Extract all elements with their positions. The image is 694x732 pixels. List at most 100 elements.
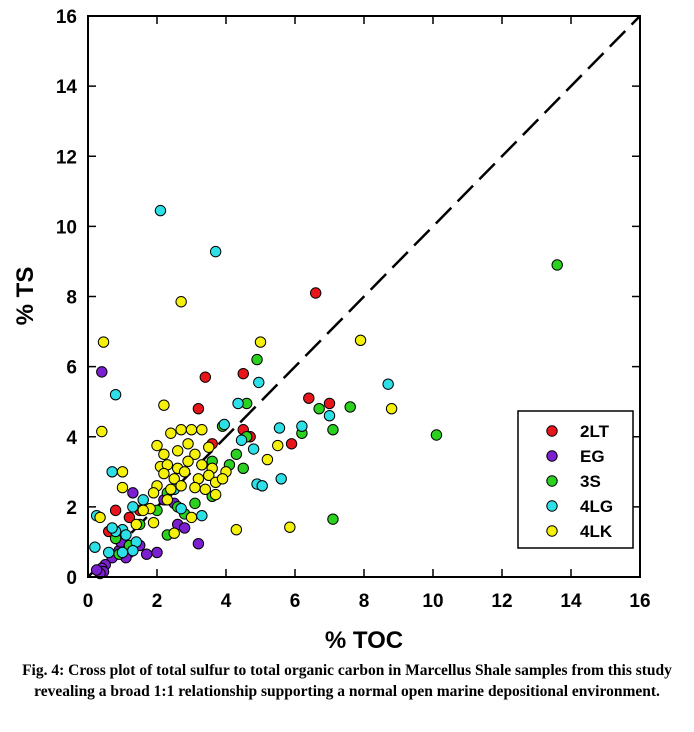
legend-item: 3S [546, 472, 601, 491]
data-point-4lk [147, 516, 160, 529]
data-point-eg [90, 564, 103, 576]
data-point-4lg [218, 418, 230, 431]
x-tick-label: 12 [491, 591, 512, 612]
data-point-2lt [199, 371, 212, 383]
x-axis-ticks: 0 2 4 6 8 10 12 14 16 [83, 16, 651, 612]
data-point-3s [327, 513, 339, 525]
data-point-4lk [230, 523, 243, 536]
data-point-4lg [116, 546, 129, 559]
scatter-chart: 0 2 4 6 8 10 12 14 16 0 2 4 6 8 10 12 14 16 % TOC % TS 2… [12, 7, 651, 654]
data-point-4lg [209, 245, 222, 258]
data-points [89, 204, 563, 580]
data-point-4lg [127, 501, 139, 513]
legend-label: 2LT [580, 422, 610, 441]
y-tick-label: 4 [66, 428, 77, 449]
data-point-4lk [284, 521, 296, 533]
data-point-4lg [235, 434, 248, 446]
x-tick-label: 10 [422, 591, 443, 612]
data-point-4lk [254, 336, 267, 348]
data-point-2lt [237, 367, 249, 380]
x-tick-label: 2 [152, 591, 163, 612]
legend-marker [546, 475, 558, 487]
series-4lk [94, 296, 398, 539]
x-tick-label: 6 [290, 591, 301, 612]
data-point-4lk [97, 336, 110, 348]
legend-label: 4LG [580, 497, 613, 516]
data-point-4lg [127, 545, 139, 557]
y-tick-label: 2 [66, 498, 77, 519]
data-point-2lt [109, 504, 122, 517]
y-tick-label: 8 [66, 288, 77, 309]
data-point-3s [189, 497, 201, 510]
y-axis-label: % TS [12, 267, 39, 326]
data-point-4lk [216, 473, 229, 485]
data-point-4lg [89, 541, 101, 553]
data-point-4lk [189, 481, 201, 494]
data-point-eg [178, 522, 191, 534]
x-tick-label: 4 [221, 591, 232, 612]
data-point-3s [551, 259, 563, 271]
y-tick-label: 16 [56, 7, 77, 28]
data-point-4lk [158, 399, 170, 411]
legend-label: 4LK [580, 522, 613, 541]
x-tick-label: 8 [359, 591, 370, 612]
data-point-eg [96, 366, 108, 378]
y-tick-label: 6 [66, 358, 77, 379]
data-point-eg [127, 487, 139, 499]
data-point-2lt [323, 397, 336, 410]
data-point-4lk [182, 438, 194, 450]
data-point-3s [344, 401, 356, 413]
data-point-4lk [203, 441, 215, 453]
data-point-4lk [168, 473, 180, 485]
data-point-4lk [209, 488, 222, 501]
data-point-4lg [137, 494, 149, 506]
data-point-2lt [123, 511, 136, 524]
data-point-4lk [182, 455, 194, 467]
data-point-4lg [382, 378, 394, 390]
legend: 2LT EG 3S 4LG 4LK [517, 410, 634, 549]
data-point-eg [192, 537, 205, 550]
legend-label: EG [580, 447, 605, 466]
data-point-4lg [296, 420, 308, 432]
data-point-4lk [116, 481, 129, 494]
data-point-4lk [272, 439, 284, 452]
data-point-4lg [256, 480, 268, 492]
data-point-4lg [175, 502, 187, 515]
data-point-4lk [168, 527, 180, 539]
data-point-4lg [253, 376, 265, 389]
data-point-4lg [106, 466, 118, 478]
y-tick-label: 0 [66, 568, 77, 589]
data-point-4lk [130, 518, 143, 531]
data-point-4lk [199, 483, 212, 496]
data-point-4lk [137, 504, 149, 517]
y-tick-label: 12 [56, 147, 77, 168]
data-point-4lk [175, 296, 187, 308]
data-point-4lk [203, 469, 215, 482]
series-2lt [103, 287, 336, 538]
data-point-4lg [196, 509, 208, 522]
data-point-2lt [310, 287, 322, 299]
data-point-3s [251, 353, 263, 366]
data-point-4lk [161, 494, 174, 506]
data-point-4lk [185, 424, 198, 436]
data-point-2lt [192, 403, 205, 415]
data-point-4lk [94, 511, 106, 524]
y-tick-label: 10 [56, 217, 77, 238]
x-tick-label: 0 [83, 591, 94, 612]
legend-item: 4LG [546, 497, 613, 516]
series-4lg [89, 204, 394, 559]
data-point-4lk [158, 448, 170, 460]
x-axis-label: % TOC [325, 627, 403, 654]
data-point-4lg [106, 522, 118, 534]
data-point-3s [430, 429, 443, 441]
data-point-4lk [178, 466, 191, 478]
data-point-eg [151, 546, 163, 559]
data-point-4lk [175, 480, 187, 492]
data-point-eg [140, 548, 153, 560]
figure-caption: Fig. 4: Cross plot of total sulfur to to… [22, 662, 672, 700]
data-point-4lk [185, 511, 198, 524]
data-point-4lk [158, 467, 170, 480]
data-point-4lk [196, 459, 208, 471]
data-point-4lk [354, 334, 367, 347]
legend-item: EG [546, 447, 605, 466]
